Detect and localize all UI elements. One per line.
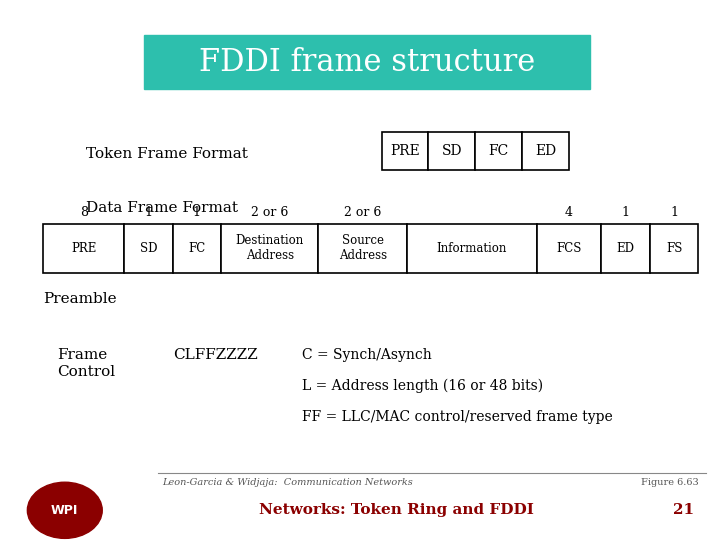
Text: Networks: Token Ring and FDDI: Networks: Token Ring and FDDI bbox=[258, 503, 534, 517]
Text: 8: 8 bbox=[80, 206, 88, 219]
Bar bbox=[173, 224, 221, 273]
Text: PRE: PRE bbox=[71, 242, 96, 255]
Text: WPI: WPI bbox=[51, 504, 78, 517]
Text: FDDI frame structure: FDDI frame structure bbox=[199, 46, 536, 78]
Text: Information: Information bbox=[437, 242, 507, 255]
Text: FC: FC bbox=[188, 242, 205, 255]
Text: L = Address length (16 or 48 bits): L = Address length (16 or 48 bits) bbox=[302, 379, 544, 394]
Bar bbox=[475, 132, 522, 170]
Text: C = Synch/Asynch: C = Synch/Asynch bbox=[302, 348, 432, 362]
Bar bbox=[650, 224, 698, 273]
Bar bbox=[601, 224, 650, 273]
Bar bbox=[221, 224, 318, 273]
Bar bbox=[43, 224, 124, 273]
Bar bbox=[124, 224, 173, 273]
Text: Data Frame Format: Data Frame Format bbox=[86, 201, 238, 215]
Text: 1: 1 bbox=[144, 206, 153, 219]
Text: 2 or 6: 2 or 6 bbox=[251, 206, 289, 219]
Text: 4: 4 bbox=[565, 206, 573, 219]
Text: Token Frame Format: Token Frame Format bbox=[86, 147, 248, 161]
Text: FF = LLC/MAC control/reserved frame type: FF = LLC/MAC control/reserved frame type bbox=[302, 410, 613, 424]
Text: FS: FS bbox=[666, 242, 683, 255]
Text: 2 or 6: 2 or 6 bbox=[344, 206, 382, 219]
Text: 1: 1 bbox=[670, 206, 678, 219]
Bar bbox=[318, 224, 408, 273]
Text: PRE: PRE bbox=[390, 144, 420, 158]
Bar bbox=[536, 224, 601, 273]
Text: ED: ED bbox=[535, 144, 556, 158]
Text: FCS: FCS bbox=[557, 242, 582, 255]
Bar bbox=[408, 224, 536, 273]
FancyBboxPatch shape bbox=[144, 35, 590, 89]
Bar bbox=[428, 132, 475, 170]
Text: 1: 1 bbox=[621, 206, 629, 219]
Text: Preamble: Preamble bbox=[43, 292, 117, 306]
Text: Destination
Address: Destination Address bbox=[235, 234, 304, 262]
Text: Figure 6.63: Figure 6.63 bbox=[641, 478, 698, 487]
Bar bbox=[382, 132, 428, 170]
Text: Leon-Garcia & Widjaja:  Communication Networks: Leon-Garcia & Widjaja: Communication Net… bbox=[163, 478, 413, 487]
Text: ED: ED bbox=[616, 242, 634, 255]
Text: SD: SD bbox=[441, 144, 462, 158]
Text: 21: 21 bbox=[673, 503, 695, 517]
Text: 1: 1 bbox=[193, 206, 201, 219]
Text: Frame
Control: Frame Control bbox=[58, 348, 116, 379]
Text: FC: FC bbox=[488, 144, 509, 158]
Text: SD: SD bbox=[140, 242, 157, 255]
Circle shape bbox=[27, 482, 102, 538]
Bar bbox=[522, 132, 569, 170]
Text: CLFFZZZZ: CLFFZZZZ bbox=[173, 348, 258, 362]
Text: Source
Address: Source Address bbox=[338, 234, 387, 262]
